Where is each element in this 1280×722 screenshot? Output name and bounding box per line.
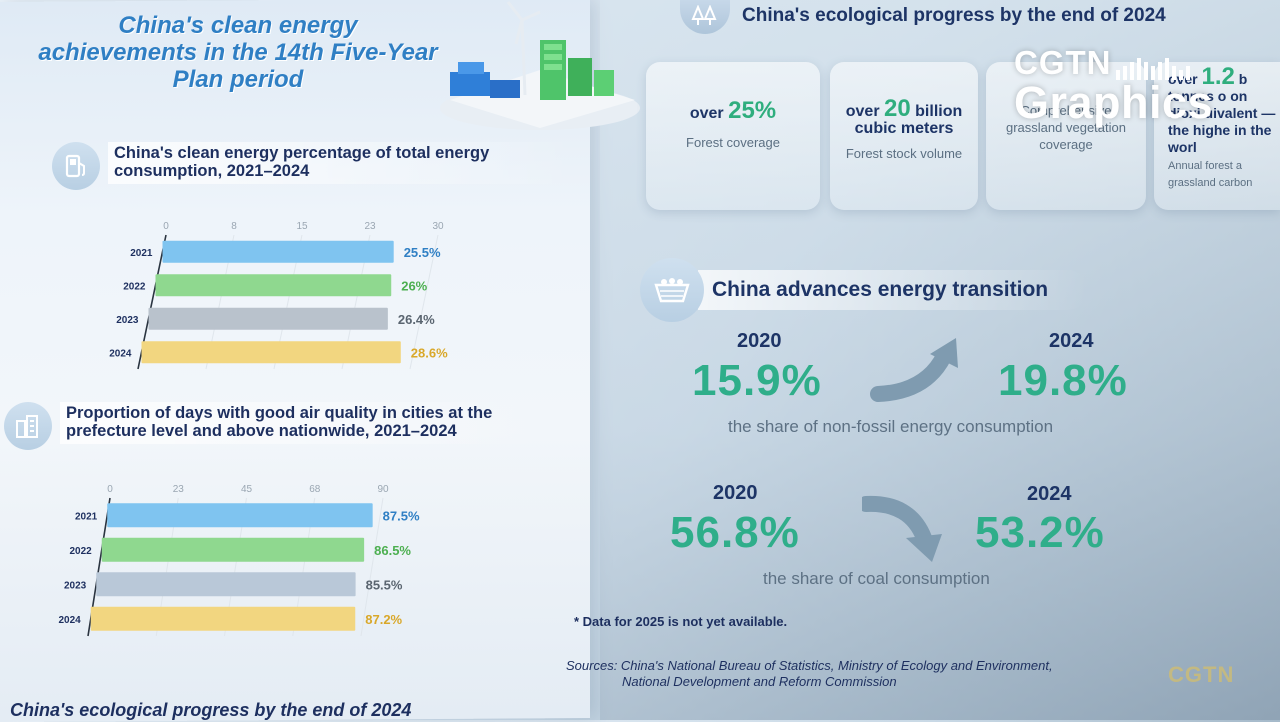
data-note: * Data for 2025 is not yet available. [574,614,788,629]
data-label: 28.6% [411,345,448,360]
data-label: 26.4% [398,312,435,327]
cgtn-watermark: CGTN [1168,662,1235,687]
category-label: 2023 [116,315,139,326]
stat-card-carbon-sink: over 1.2 b tonnes o on dioxi uivalent — … [1154,62,1280,210]
bar [162,240,394,263]
tick-label: 0 [107,484,113,495]
air-quality-chart-title: Proportion of days with good air quality… [60,402,548,444]
stat-label: Comprehensive grassland vegetation cover… [1006,103,1126,152]
cgtn-graphics-logo: CGTN Graphics [1014,46,1213,126]
sources-line2: National Development and Reform Commissi… [622,674,897,689]
bar [90,606,356,631]
city-buildings-icon [4,402,52,450]
sources: Sources: China's National Bureau of Stat… [566,658,1053,690]
nonfossil-value-to: 19.8% [998,356,1128,405]
tick-label: 30 [432,221,444,232]
stat-card-forest-stock: over 20 billion cubic meters Forest stoc… [830,62,978,210]
arrow-down-icon [862,495,942,562]
bar [96,572,356,597]
nonfossil-value-from: 15.9% [692,356,822,405]
data-label: 86.5% [374,543,411,558]
nonfossil-year-to: 2024 [1049,330,1094,352]
category-label: 2021 [75,511,98,522]
gridline [409,234,439,370]
stat-suffix: b tonnes o on dioxi uivalent — the highe… [1168,71,1276,155]
tick-label: 68 [309,484,321,495]
data-label: 85.5% [366,577,403,592]
coal-cart-icon [640,258,704,322]
category-label: 2024 [59,615,82,626]
tick-label: 90 [377,484,389,495]
stat-suffix: billion cubic meters [854,103,963,137]
coal-year-from: 2020 [713,482,758,504]
data-label: 26% [401,278,427,293]
category-label: 2023 [64,580,87,591]
eco-progress-header: China's ecological progress by the end o… [680,0,1280,36]
arrow-up-icon [870,338,958,402]
bar [148,307,388,330]
energy-transition-title: China advances energy transition [698,270,1089,310]
clean-energy-bar-chart: 0 8 15 23 30 2021 25.5% 2022 26% 2023 26.4% 2024 28.… [109,221,448,370]
sources-line1: Sources: China's National Bureau of Stat… [566,658,1053,673]
category-label: 2024 [109,348,132,359]
coal-value-from: 56.8% [670,508,800,557]
stat-label: Forest coverage [686,135,780,150]
tick-label: 23 [173,484,185,495]
stat-label: Forest stock volume [845,146,963,161]
city-wind-turbine-illustration [440,1,640,130]
coal-year-to: 2024 [1027,483,1072,505]
bar [101,537,365,562]
bottom-section-title: China's ecological progress by the end o… [10,700,412,720]
data-label: 87.2% [365,612,402,627]
stat-prefix: over [689,105,729,122]
nonfossil-year-from: 2020 [737,330,782,352]
gridline [360,497,384,637]
section-clean-energy-header: China's clean energy percentage of total… [52,142,576,190]
bar [155,274,392,297]
tick-label: 15 [296,221,308,232]
clean-energy-chart-title: China's clean energy percentage of total… [108,142,576,184]
stat-card-grassland: Comprehensive grassland vegetation cover… [986,62,1146,210]
page-title: China's clean energy achievements in the… [38,12,438,93]
brand-line2: Graphics [1014,77,1214,128]
bar [107,503,373,528]
stat-value: 25% [728,97,777,124]
data-label: 87.5% [383,508,420,523]
section-air-quality-header: Proportion of days with good air quality… [4,402,548,450]
eco-progress-title: China's ecological progress by the end o… [742,5,1166,26]
tick-label: 8 [231,221,237,232]
stat-value: 20 [884,95,911,122]
air-quality-bar-chart: 0 23 45 68 90 2021 87.5% 2022 86.5% 2023 85.5% 2024… [59,484,420,637]
stat-card-forest-coverage: over 25% Forest coverage [646,62,820,210]
coal-value-to: 53.2% [975,508,1105,557]
nonfossil-desc: the share of non-fossil energy consumpti… [728,417,1054,436]
stat-value: 1.2 [1201,63,1235,90]
fuel-pump-icon [52,142,100,190]
tick-label: 23 [364,221,376,232]
stat-prefix: over [845,103,884,120]
stat-label: Annual forest a grassland carbon [1168,160,1253,189]
bars-logo-icon [1115,54,1193,80]
forest-icon [680,0,730,34]
category-label: 2021 [130,248,153,259]
data-label: 25.5% [404,245,441,260]
category-label: 2022 [123,281,146,292]
tick-label: 45 [241,484,253,495]
tick-label: 0 [163,221,169,232]
bar [141,341,401,364]
energy-transition-header: China advances energy transition [640,258,1089,322]
brand-line1: CGTN [1014,44,1112,81]
coal-desc: the share of coal consumption [763,569,990,588]
category-label: 2022 [70,546,93,557]
